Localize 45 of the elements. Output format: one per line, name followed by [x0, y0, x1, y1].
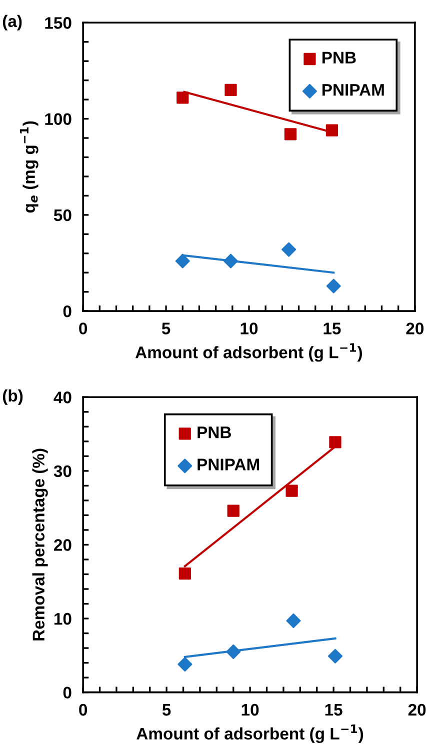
text: (b) [2, 389, 23, 405]
x-tick-label: 0 [79, 704, 88, 716]
point [178, 567, 192, 580]
point [286, 613, 301, 628]
legend-label: PNIPAM [198, 458, 260, 470]
point [224, 84, 237, 96]
point [175, 254, 190, 268]
y-tick-label: 0 [63, 305, 72, 318]
y-axis-title: Removal percentage (%) [32, 448, 48, 640]
y-tick-label: 20 [54, 539, 72, 551]
x-tick-label: 0 [79, 322, 88, 334]
y-tick-label: 150 [45, 17, 72, 29]
x-tick-label: 15 [324, 322, 341, 334]
legend-label: PNB [198, 426, 231, 438]
point [329, 436, 342, 448]
y-tick-label: 100 [45, 113, 72, 125]
x-tick-label: 5 [162, 704, 171, 716]
point [286, 484, 298, 497]
y-tick-label: 0 [63, 686, 72, 699]
x-tick-label: 15 [325, 704, 342, 716]
x-axis-title: Amount of adsorbent (g L$^{−1}$) [136, 724, 364, 743]
legend-label: PNB [322, 52, 356, 64]
point [223, 254, 238, 268]
x-tick-label: 20 [406, 322, 424, 334]
y-tick-label: 50 [54, 209, 72, 222]
y-axis-title: q$_{e}$ (mg g$^{−1}$) [20, 121, 38, 213]
point [176, 92, 189, 104]
point [282, 242, 296, 257]
x-tick-label: 20 [408, 704, 426, 716]
y-tick-label: 10 [54, 612, 72, 625]
y-tick-label: 30 [54, 465, 72, 478]
text: (a) [2, 14, 22, 30]
point [178, 657, 192, 672]
point [326, 124, 338, 136]
point [226, 644, 241, 660]
point [328, 648, 343, 664]
x-tick-label: 10 [242, 704, 259, 716]
legend-label: PNIPAM [322, 84, 384, 96]
point [326, 278, 341, 294]
x-axis-title: Amount of adsorbent (g L$^{−1}$) [135, 343, 362, 362]
y-tick-label: 40 [54, 392, 72, 404]
point [227, 504, 240, 517]
point [284, 128, 297, 140]
x-tick-label: 10 [240, 322, 258, 334]
x-tick-label: 5 [162, 322, 170, 334]
